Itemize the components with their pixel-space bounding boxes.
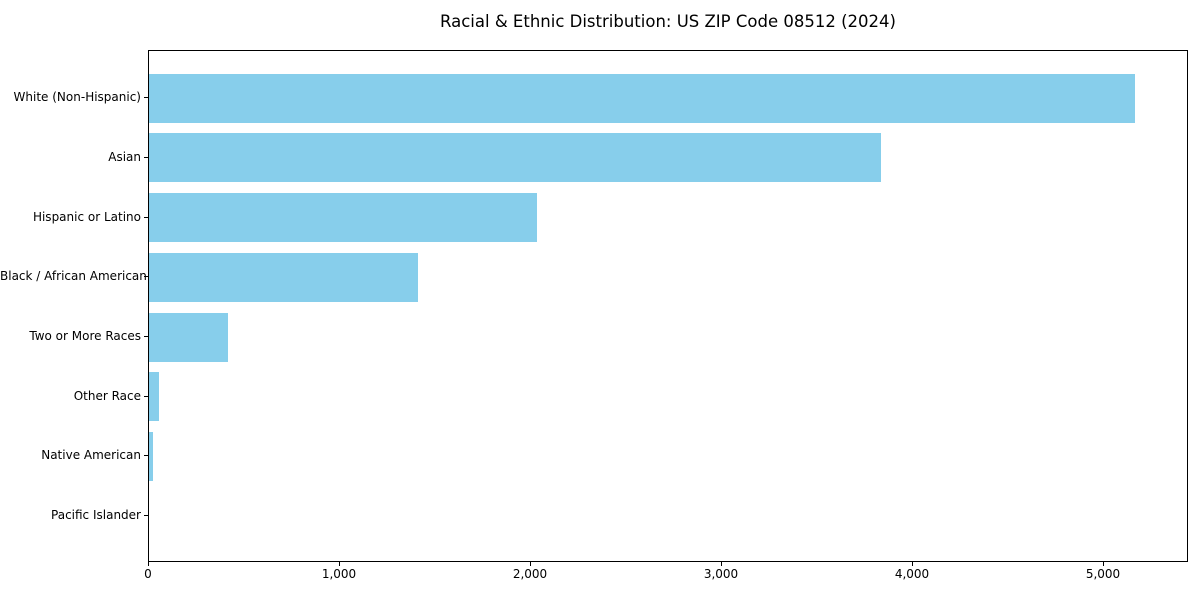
plot-area (148, 50, 1188, 562)
y-axis-label: Native American (41, 448, 141, 463)
x-axis-tick-label: 4,000 (894, 567, 930, 581)
y-axis-label: Pacific Islander (51, 508, 141, 523)
bar (149, 431, 153, 481)
y-axis-tick (144, 336, 148, 337)
bar (149, 252, 418, 302)
bar (149, 193, 537, 243)
x-axis-tick-label: 2,000 (512, 567, 548, 581)
x-axis-tick (530, 562, 531, 566)
x-axis-tick-label: 1,000 (321, 567, 357, 581)
y-axis-label: Two or More Races (29, 329, 141, 343)
bar (149, 312, 229, 362)
x-axis-tick-label: 0 (144, 567, 152, 581)
y-axis-label: Hispanic or Latino (32, 209, 141, 224)
y-axis-tick (144, 97, 148, 99)
y-axis-label: Black / African American (0, 269, 147, 284)
x-axis-tick-label: 5,000 (1085, 567, 1121, 581)
bar (149, 73, 1135, 123)
chart-title: Racial & Ethnic Distribution: US ZIP Cod… (440, 12, 896, 31)
x-axis-tick (339, 562, 340, 566)
y-axis-label: White (Non-Hispanic) (13, 90, 141, 105)
x-axis-tick (721, 562, 722, 566)
x-axis-tick-label: 3,000 (703, 567, 739, 581)
y-axis-tick (144, 276, 148, 278)
y-axis-label: Other Race (73, 388, 141, 403)
bar (149, 133, 882, 183)
x-axis-tick (912, 562, 913, 566)
y-axis-tick (144, 395, 148, 397)
y-axis-tick (144, 455, 148, 457)
y-axis-tick (144, 216, 148, 218)
y-axis-tick (144, 156, 148, 158)
y-axis-tick (144, 515, 148, 517)
x-axis-tick (148, 562, 149, 566)
y-axis-label: Asian (108, 149, 141, 164)
bar (149, 372, 159, 422)
x-axis-tick (1103, 562, 1104, 566)
